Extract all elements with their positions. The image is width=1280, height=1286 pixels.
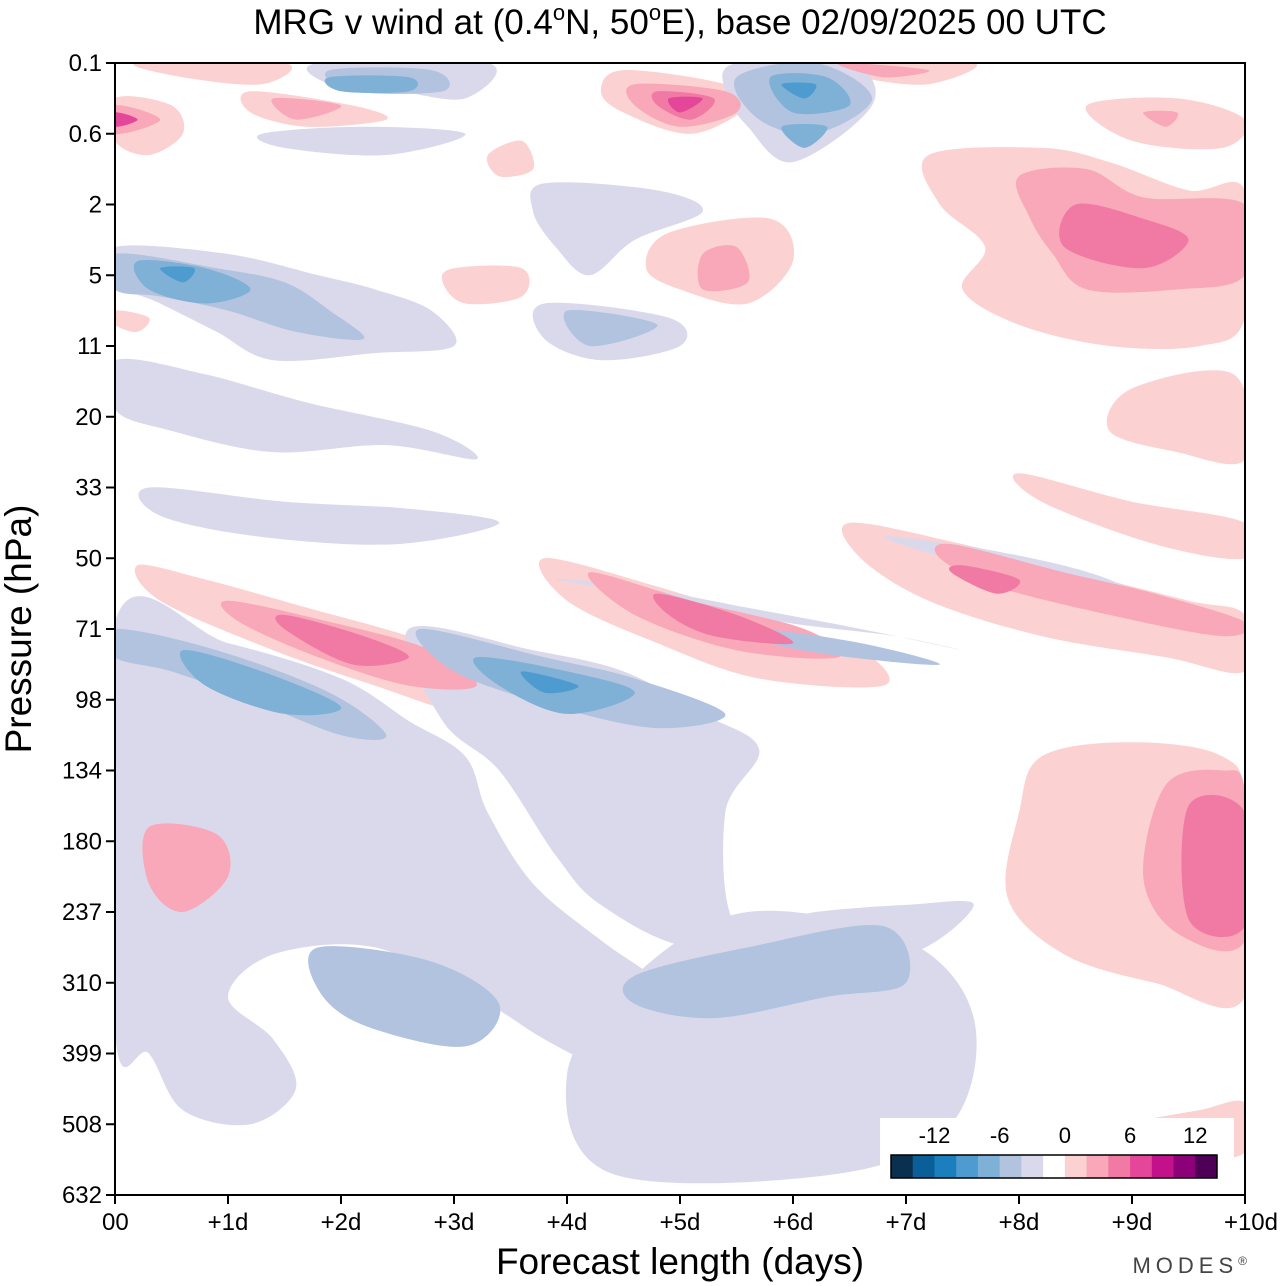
contour-neg-4 [555,578,963,651]
y-tick-label: 0.6 [69,121,102,148]
colorbar-tick-label: -6 [990,1123,1010,1148]
contour-pos-5 [1012,473,1245,560]
colorbar-swatch [1195,1155,1218,1178]
chart-title-start: MRG v wind at (0.4 [253,3,553,42]
y-tick-label: 11 [77,333,102,360]
x-tick-label: +3d [434,1209,475,1236]
contour-pos-28 [271,97,342,120]
contour-pos-39 [115,112,138,127]
y-axis-label: Pressure (hPa) [0,505,39,754]
contour-pos-35 [1059,203,1189,269]
colorbar-swatch [1151,1155,1174,1178]
y-tick-label: 33 [75,475,102,502]
chart-title-mid: N, 50 [565,3,649,42]
contour-pos-11 [441,265,530,305]
chart-title: MRG v wind at (0.4oN, 50oE), base 02/09/… [253,0,1106,42]
y-tick-label: 20 [75,404,102,431]
modes-credit-mark: ® [1238,1254,1252,1268]
contour-neg-9 [530,182,704,276]
axis-ticks: 0.1 0.6 2 5 11 20 33 50 71 98 134 180 237 310 399 508 63… [62,50,1278,1236]
contour-pos-15 [133,63,292,85]
contour-pos-23 [934,543,1245,637]
chart-title-end: E), base 02/09/2025 00 UTC [661,3,1107,42]
colorbar-swatch [956,1155,979,1178]
y-tick-label: 5 [89,262,102,289]
contour-pos-32 [275,614,409,666]
colorbar-border [890,1154,1218,1179]
colorbar-swatch [1021,1155,1044,1178]
chart-title-degree-1: o [553,0,565,25]
contour-neg-19 [622,925,911,1019]
contour-neg-13 [256,126,466,156]
modes-credit: MODES® [1132,1253,1252,1278]
x-tick-label: +6d [773,1209,814,1236]
contour-pos-31 [1143,110,1179,127]
colorbar-tick-label: 12 [1183,1123,1207,1148]
contour-neg-7 [115,358,478,460]
colorbar-swatch [912,1155,935,1178]
y-tick-label: 399 [62,1041,102,1068]
x-tick-label: +10d [1224,1209,1278,1236]
x-tick-label: +7d [886,1209,927,1236]
colorbar-swatch [977,1155,1001,1178]
y-tick-label: 50 [75,545,102,572]
contour-pos-7 [1106,370,1245,465]
colorbar-swatch [934,1155,957,1178]
contour-layer [115,63,1245,1184]
contour-pos-20 [142,823,231,913]
x-tick-label: +8d [999,1209,1040,1236]
y-tick-label: 134 [62,758,102,785]
y-tick-label: 2 [89,192,102,219]
contour-neg-28 [781,124,828,148]
contour-pos-34 [1181,794,1245,938]
y-tick-label: 508 [62,1111,102,1138]
y-tick-label: 632 [62,1182,102,1209]
contour-pos-33 [653,593,794,645]
y-tick-label: 180 [62,828,102,855]
contour-neg-22 [563,309,658,347]
x-tick-label: +2d [321,1209,362,1236]
contour-pos-29 [697,245,750,292]
y-tick-label: 98 [75,687,102,714]
modes-credit-text: MODES [1132,1253,1238,1278]
colorbar-tick-label: 6 [1124,1123,1136,1148]
colorbar-tick-label: 0 [1059,1123,1071,1148]
colorbar-swatch [1064,1155,1087,1178]
colorbar-swatch [891,1155,914,1178]
colorbar-swatch [999,1155,1022,1178]
x-axis-label: Forecast length (days) [496,1241,864,1282]
colorbar-swatch [1173,1155,1196,1178]
y-tick-label: 0.1 [69,50,102,77]
colorbar-swatch [1108,1155,1131,1178]
contour-pos-37 [949,565,1021,594]
chart-title-degree-2: o [649,0,661,25]
y-tick-label: 71 [75,616,102,643]
y-tick-label: 237 [62,899,102,926]
colorbar-tick-label: -12 [919,1123,951,1148]
colorbar-legend: -12 -6 0 6 12 [880,1118,1234,1190]
x-tick-label: +5d [660,1209,701,1236]
x-tick-label: +9d [1112,1209,1153,1236]
contour-neg-24 [179,649,342,716]
colorbar-swatch [1130,1155,1153,1178]
contour-neg-18 [308,946,501,1047]
contour-neg-30 [520,671,579,694]
contour-neg-31 [781,82,817,99]
contour-pos-19 [115,310,150,332]
x-tick-label: +4d [547,1209,588,1236]
x-tick-label: 00 [102,1209,129,1236]
colorbar-swatch [1086,1155,1109,1178]
contour-pos-38 [667,96,703,113]
contour-neg-17 [751,629,940,665]
contour-pos-17 [486,140,535,177]
y-tick-label: 310 [62,970,102,997]
contour-neg-6 [138,487,500,545]
contour-neg-29 [160,266,195,283]
x-tick-label: +1d [208,1209,249,1236]
contour-pos-30 [837,63,930,78]
colorbar-swatch [1043,1155,1066,1178]
contour-neg-2 [115,596,714,1126]
contour-neg-27 [324,75,419,94]
